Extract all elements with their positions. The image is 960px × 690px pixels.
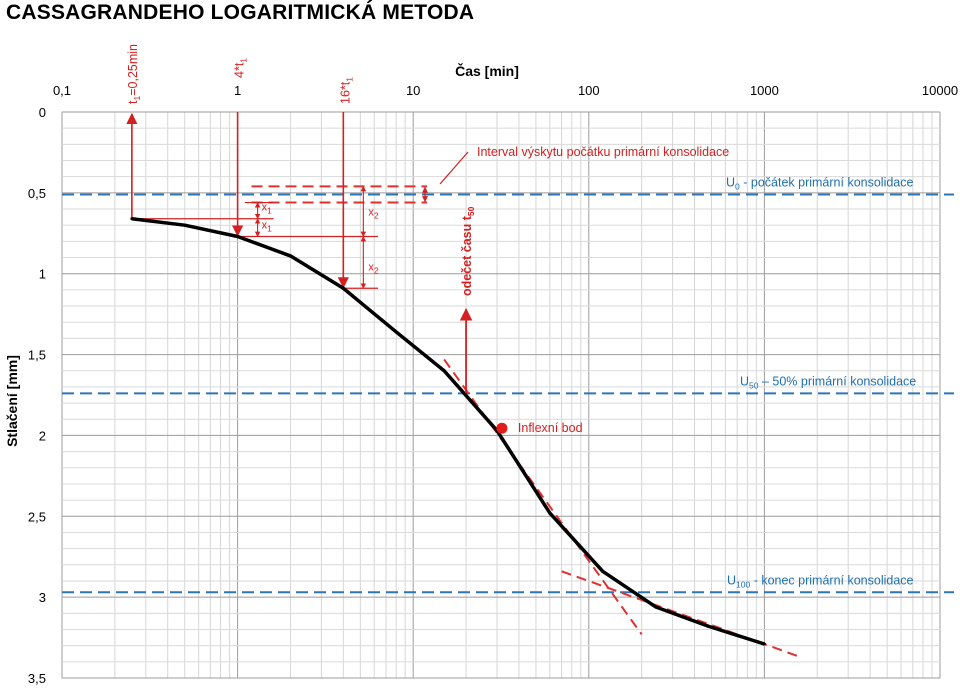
x-tick-label: 1000 — [750, 83, 779, 98]
interval-annotation-label: Interval výskytu počátku primární konsol… — [477, 145, 729, 159]
marker-16t1-label: 16*t1 — [338, 77, 354, 104]
y-tick-label: 2,5 — [28, 509, 46, 524]
reference-line-label: U0 - počátek primární konsolidace — [726, 175, 914, 191]
curve-point — [236, 235, 240, 239]
curve-point — [394, 330, 398, 334]
curve-point — [601, 569, 605, 573]
y-tick-label: 0,5 — [28, 186, 46, 201]
curve-point — [341, 286, 345, 290]
x-tick-label: 100 — [578, 83, 600, 98]
x-axis-label: Čas [min] — [455, 62, 519, 79]
y-tick-label: 1 — [39, 267, 46, 282]
x-tick-label: 0,1 — [53, 83, 71, 98]
x2-label: x2 — [368, 206, 379, 220]
curve-point — [183, 223, 187, 227]
x2-label: x2 — [368, 261, 379, 275]
x1-label: x1 — [262, 219, 273, 233]
inflection-point-label: Inflexní bod — [518, 421, 583, 435]
y-tick-label: 1,5 — [28, 348, 46, 363]
y-tick-label: 2 — [39, 428, 46, 443]
interval-leader-line — [439, 151, 469, 185]
reference-line-label: U50 – 50% primární konsolidace — [740, 374, 916, 390]
x1-label: x1 — [262, 202, 273, 216]
curve-point — [762, 642, 766, 646]
marker-t1-label: t1=0,25min — [126, 44, 142, 104]
x-tick-label: 10 — [406, 83, 420, 98]
curve-point — [548, 511, 552, 515]
y-tick-label: 3 — [39, 590, 46, 605]
curve-point — [442, 369, 446, 373]
y-tick-label: 3,5 — [28, 671, 46, 686]
y-axis-label: Stlačení [mm] — [4, 355, 20, 447]
curve-point — [130, 217, 134, 221]
tangent-line — [443, 358, 643, 635]
y-tick-label: 0 — [39, 105, 46, 120]
marker-4t1-label: 4*t1 — [233, 58, 249, 78]
curve-point — [288, 254, 292, 258]
x-tick-label: 10000 — [922, 83, 958, 98]
inflection-point-marker — [496, 422, 508, 434]
curve-point — [706, 624, 710, 628]
reference-line-label: U100 - konec primární konsolidace — [727, 573, 914, 589]
t50-read-label: odečet času t50 — [460, 206, 476, 296]
page-title: CASSAGRANDEHO LOGARITMICKÁ METODA — [6, 1, 475, 24]
x-tick-label: 1 — [234, 83, 241, 98]
curve-point — [654, 605, 658, 609]
